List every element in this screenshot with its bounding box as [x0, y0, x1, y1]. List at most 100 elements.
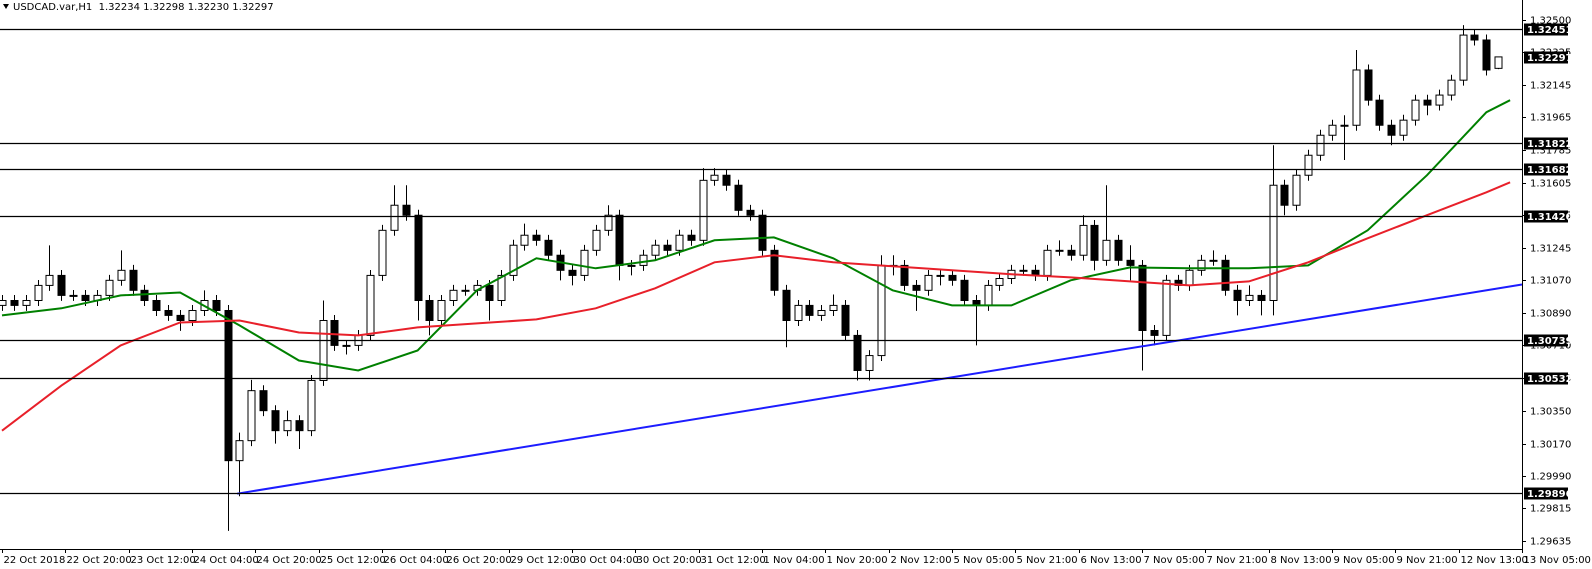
candle-body [1150, 329, 1159, 336]
level-label-box [1524, 137, 1568, 150]
candle-body [319, 319, 328, 381]
candle-body [651, 244, 660, 256]
level-label: 1.31682 [1527, 165, 1573, 176]
candle-body [912, 284, 921, 291]
candle-body [1447, 79, 1456, 96]
x-tick-label: 30 Oct 04:00 [574, 555, 639, 566]
current-price-box [1524, 51, 1568, 64]
x-tick-label: 29 Oct 12:00 [511, 555, 576, 566]
y-tick-label: 1.30350 [1530, 407, 1571, 418]
y-tick-label: 1.30170 [1530, 440, 1571, 451]
candle-body [1375, 99, 1384, 126]
candle-body [164, 309, 173, 316]
candle-body [509, 244, 518, 276]
candle-body [129, 269, 138, 291]
x-tick-label: 7 Nov 21:00 [1207, 555, 1268, 566]
candle-body [865, 355, 874, 371]
plot-area [0, 25, 1523, 531]
candle-body [295, 420, 304, 432]
candle-body [829, 304, 838, 311]
candle-body [437, 299, 446, 321]
level-label: 1.30739 [1527, 336, 1573, 347]
candle-body [805, 304, 814, 316]
candle-body [449, 289, 458, 301]
candle-body [794, 304, 803, 321]
candle-body [1055, 249, 1064, 252]
candle-body [117, 269, 126, 281]
candle-body [69, 294, 78, 297]
x-tick-label: 22 Oct 20:00 [67, 555, 132, 566]
candle-body [1233, 289, 1242, 301]
candle-body [140, 289, 149, 301]
y-tick-label: 1.31245 [1530, 244, 1571, 255]
candle-body [663, 244, 672, 251]
candle-body [45, 274, 54, 286]
candle-body [1126, 259, 1135, 266]
candle-body [259, 390, 268, 412]
candle-body [1102, 239, 1111, 261]
candle-body [592, 229, 601, 251]
candle-body [1019, 269, 1028, 272]
candle-body [1209, 259, 1218, 262]
candle-body [212, 299, 221, 311]
y-tick-label: 1.29635 [1530, 537, 1571, 548]
candle-body [900, 264, 909, 286]
candle-body [402, 204, 411, 216]
level-label-box [1524, 487, 1568, 500]
candle-body [1352, 69, 1361, 126]
y-tick-label: 1.29990 [1530, 472, 1571, 483]
candle-body [152, 299, 161, 311]
level-label-box [1524, 163, 1568, 176]
candle-body [746, 209, 755, 216]
x-tick-label: 1 Nov 04:00 [764, 555, 825, 566]
candle-body [699, 179, 708, 241]
y-tick-label: 1.31965 [1530, 113, 1571, 124]
x-tick-label: 8 Nov 13:00 [1271, 555, 1332, 566]
indicator-line [236, 283, 1523, 495]
y-tick-label: 1.31605 [1530, 179, 1571, 190]
candle-body [580, 249, 589, 276]
candle-body [758, 214, 767, 251]
candle-body [1257, 294, 1266, 301]
candle-body [176, 314, 185, 321]
candle-body [271, 410, 280, 432]
level-label: 1.29896 [1527, 489, 1573, 500]
candle-body [1292, 174, 1301, 206]
x-tick-label: 24 Oct 04:00 [194, 555, 259, 566]
y-tick-label: 1.29815 [1530, 504, 1571, 515]
candle-body [687, 234, 696, 241]
candle-body [1387, 124, 1396, 136]
candle-body [461, 289, 470, 292]
candle-body [995, 277, 1004, 286]
symbol-header: USDCAD.var,H1 1.32234 1.32298 1.32230 1.… [13, 2, 274, 13]
candle-body [1435, 94, 1444, 106]
y-tick-label: 1.32500 [1530, 16, 1571, 27]
candle-body [342, 344, 351, 347]
candle-body [1280, 184, 1289, 206]
candle-body [853, 334, 862, 371]
candle-body [1340, 124, 1349, 127]
candle-body [1067, 249, 1076, 256]
candle-body [568, 269, 577, 276]
candle-body [1304, 154, 1313, 176]
candle-body [1245, 294, 1254, 301]
menu-triangle[interactable] [3, 4, 9, 9]
y-tick-label: 1.32145 [1530, 81, 1571, 92]
candle-body [497, 274, 506, 301]
candle-body [532, 234, 541, 241]
candle-body [1114, 239, 1123, 261]
candle-body [544, 239, 553, 256]
x-tick-label: 24 Oct 20:00 [257, 555, 322, 566]
candle-body [224, 309, 233, 462]
candle-body [1482, 39, 1491, 71]
candle-body [877, 264, 886, 357]
candle-body [1162, 279, 1171, 336]
candle-body [378, 229, 387, 276]
candle-body [1090, 224, 1099, 261]
candle-body [1423, 99, 1432, 106]
candle-body [1470, 34, 1479, 41]
level-label-box [1524, 23, 1568, 36]
candle-body [1316, 134, 1325, 156]
